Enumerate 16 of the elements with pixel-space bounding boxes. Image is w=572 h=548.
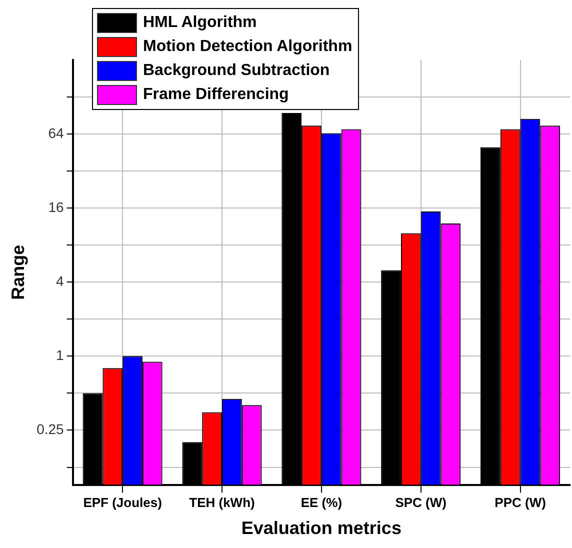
y-tick-label: 4 bbox=[56, 273, 64, 289]
x-tick-label: EPF (Joules) bbox=[83, 495, 162, 510]
legend-label: Motion Detection Algorithm bbox=[143, 38, 352, 56]
y-tick-label: 0.25 bbox=[36, 421, 64, 438]
x-tick-label: PPC (W) bbox=[494, 495, 546, 510]
y-tick-label: 16 bbox=[48, 198, 64, 215]
legend-label: Background Subtraction bbox=[143, 62, 330, 80]
x-tick-label: SPC (W) bbox=[395, 495, 446, 510]
y-tick-label: 64 bbox=[48, 124, 64, 141]
y-tick-label: 1 bbox=[56, 347, 64, 364]
y-axis-title: Range bbox=[8, 244, 28, 300]
x-tick-label: TEH (kWh) bbox=[189, 495, 255, 510]
x-tick-label: EE (%) bbox=[300, 495, 342, 510]
legend-label: HML Algorithm bbox=[143, 14, 257, 32]
legend-label: Frame Differencing bbox=[143, 86, 289, 104]
x-axis-title: Evaluation metrics bbox=[241, 518, 402, 538]
